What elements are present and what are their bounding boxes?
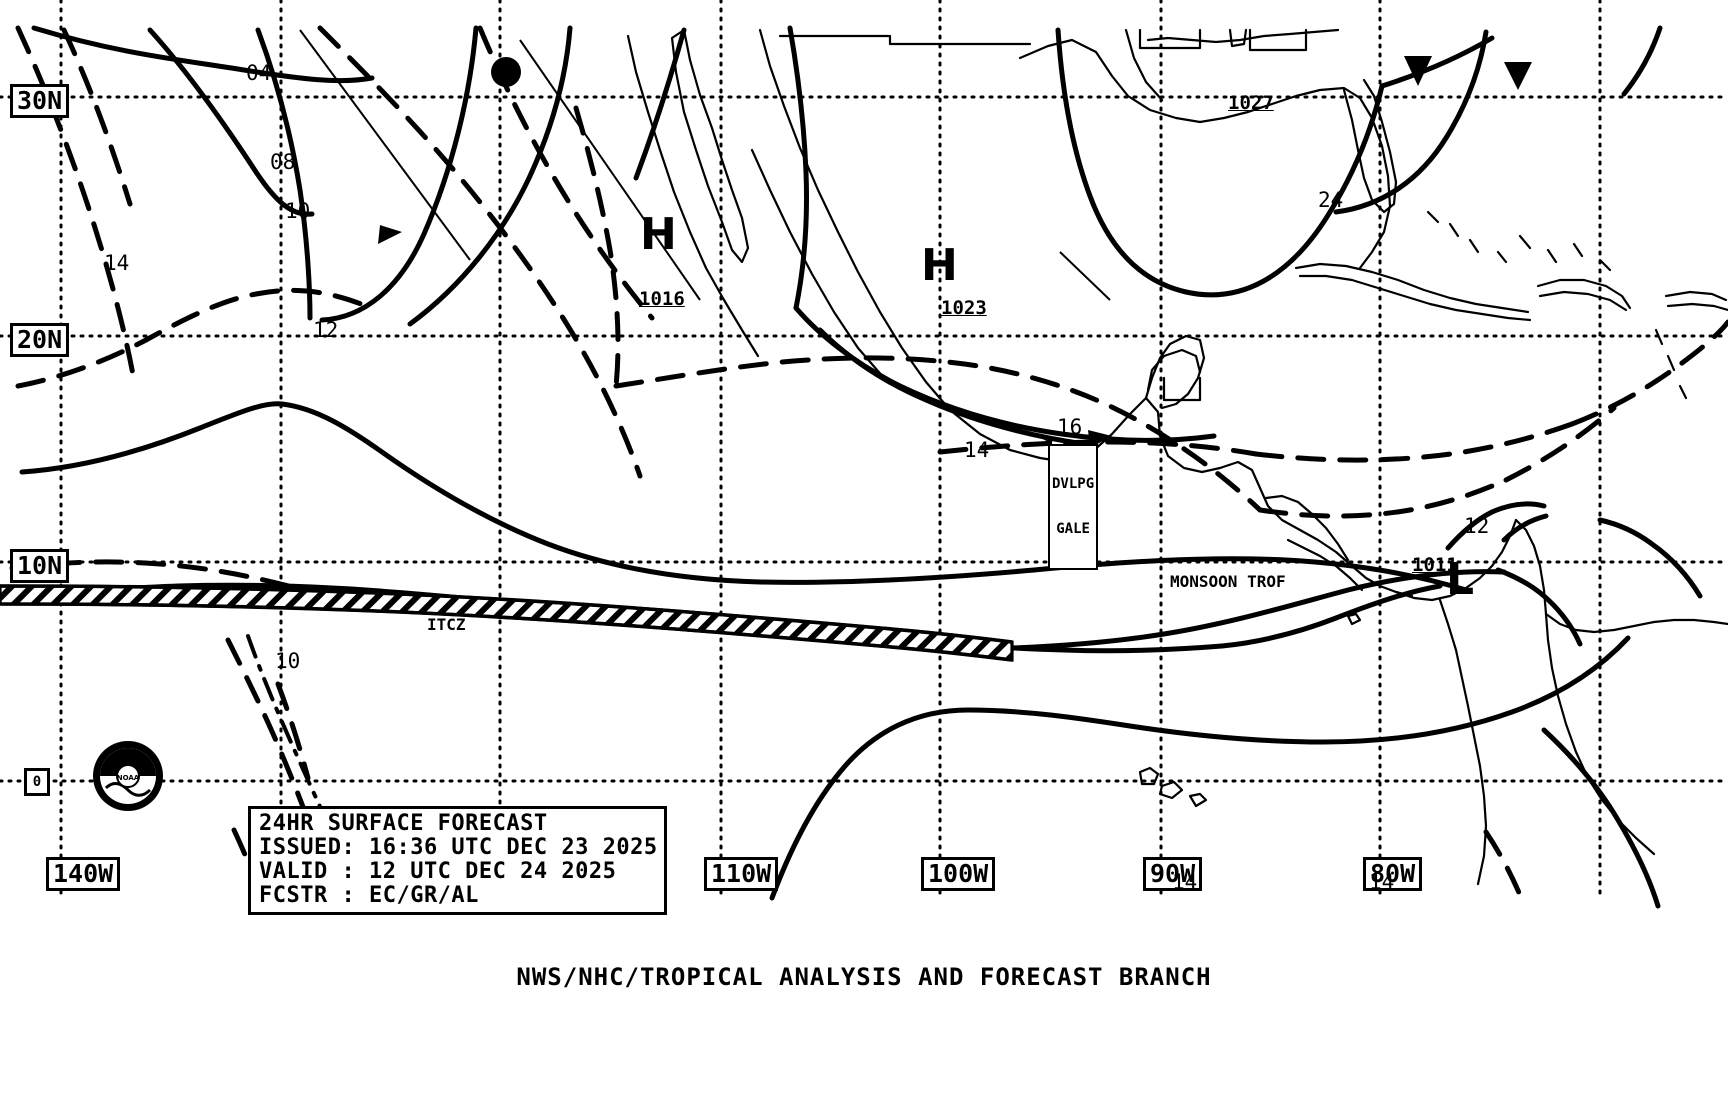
high-center-value-3: 1027 xyxy=(1228,92,1274,114)
high-center-value-2: 1023 xyxy=(941,297,987,319)
contour-label-24: 24 xyxy=(1318,188,1344,212)
contour-label-10a: 10 xyxy=(285,199,311,223)
contour-label-14b: 14 xyxy=(964,438,990,462)
contour-label-16: 16 xyxy=(1057,415,1083,439)
high-center-symbol-2: H xyxy=(921,240,958,291)
contour-label-14c: 14 xyxy=(1172,870,1198,894)
itcz-band xyxy=(0,584,1014,662)
lon-label-140w: 140W xyxy=(46,857,121,891)
high-center-symbol-1: H xyxy=(640,209,677,260)
legend-valid: VALID : 12 UTC DEC 24 2025 xyxy=(259,859,617,884)
gale-line-2: GALE xyxy=(1056,521,1090,537)
contour-label-14d: 14 xyxy=(1369,870,1395,894)
footer-agency-caption: NWS/NHC/TROPICAL ANALYSIS AND FORECAST B… xyxy=(516,963,1212,991)
lon-label-80w: 80W xyxy=(1363,857,1423,891)
itcz-label: ITCZ xyxy=(427,615,466,634)
thin-guide-lines xyxy=(299,29,1111,301)
lon-label-110w: 110W xyxy=(704,857,779,891)
graticule xyxy=(0,0,1728,902)
contour-label-12b: 12 xyxy=(1464,514,1490,538)
gale-pointer xyxy=(1039,434,1053,444)
lat-label-30n: 30N xyxy=(10,84,70,118)
cold-front-symbols xyxy=(378,56,1532,448)
corner-mark: 0 xyxy=(24,768,50,796)
high-center-value-1: 1016 xyxy=(639,288,685,310)
legend-forecaster: FCSTR : EC/GR/AL xyxy=(259,883,479,908)
legend-issued: ISSUED: 16:36 UTC DEC 23 2025 xyxy=(259,835,658,860)
low-center-symbol: L xyxy=(1446,554,1475,605)
monsoon-trough-label: MONSOON TROF xyxy=(1170,572,1286,591)
lat-label-20n: 20N xyxy=(10,323,70,357)
low-center-value: 1011 xyxy=(1412,554,1458,576)
contour-label-14a: 14 xyxy=(104,251,130,275)
legend-title: 24HR SURFACE FORECAST xyxy=(259,811,548,836)
lat-label-10n: 10N xyxy=(10,549,70,583)
trough-dashdot xyxy=(246,634,346,860)
lon-label-90w: 90W xyxy=(1143,857,1203,891)
gale-line-1: DVLPG xyxy=(1052,476,1095,492)
forecast-legend-box: 24HR SURFACE FORECAST ISSUED: 16:36 UTC … xyxy=(248,806,667,915)
contour-label-12a: 12 xyxy=(313,318,339,342)
contour-label-04: 04 xyxy=(246,61,272,85)
svg-text:NOAA: NOAA xyxy=(117,774,140,782)
noaa-logo: NOAA xyxy=(93,741,163,811)
lon-label-100w: 100W xyxy=(921,857,996,891)
contour-label-08: 08 xyxy=(270,150,296,174)
developing-gale-warning-box: DVLPG GALE xyxy=(1048,444,1099,570)
low-center-dot xyxy=(491,57,521,87)
coastlines xyxy=(626,28,1728,886)
contour-label-10b: 10 xyxy=(275,649,301,673)
